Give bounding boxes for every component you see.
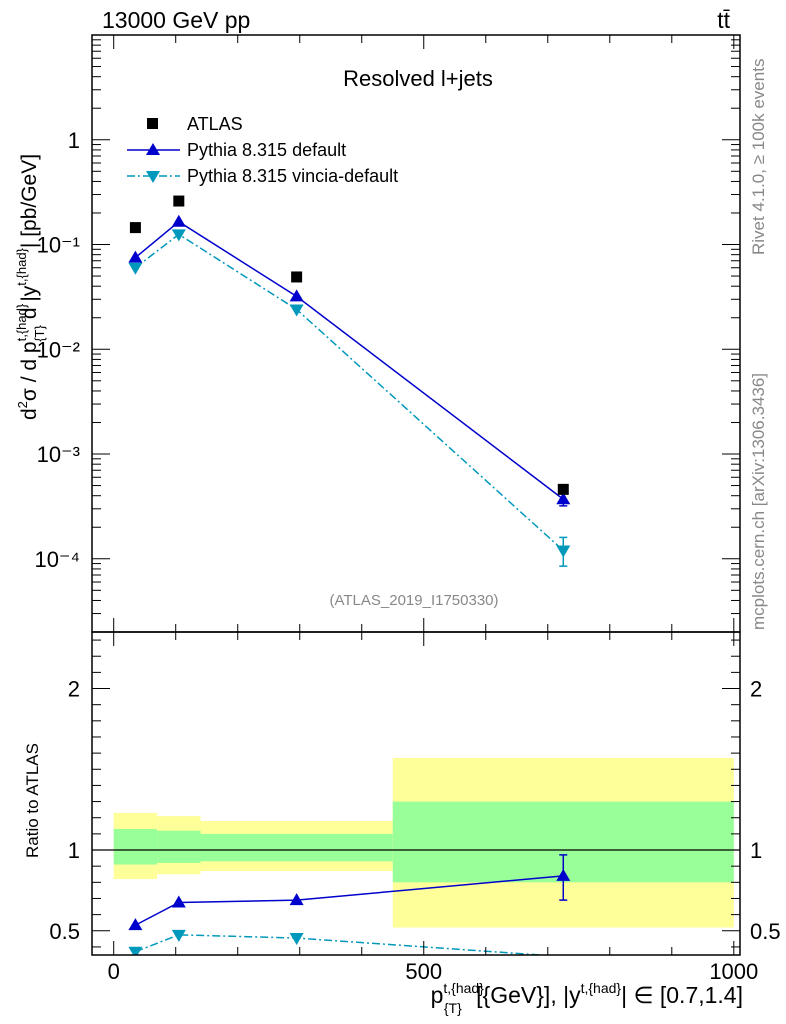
ratio-ytick-label-right-1: 1 [750, 838, 762, 863]
main-ytick-label-4: 1 [68, 128, 80, 153]
ratio-ytick-label-left-1: 1 [68, 838, 80, 863]
main-point-pythia-vincia-0 [128, 262, 143, 275]
mcplots-label: mcplots.cern.ch [arXiv:1306.3436] [749, 373, 768, 630]
main-point-pythia-vincia-3 [556, 545, 571, 558]
ratio-point-pythia-vincia-2 [289, 933, 304, 946]
main-point-pythia-default-2 [289, 289, 304, 302]
main-ytick-label-2: 10⁻² [37, 337, 80, 362]
main-point-pythia-vincia-1 [171, 229, 186, 242]
ratio-xlabel: pt,{had} {T} [{GeV}], |yt,{had}| ∈ [0.7,1… [431, 980, 743, 1016]
x-tick-label-500: 500 [405, 959, 442, 984]
main-ytick-label-3: 10⁻¹ [37, 233, 80, 258]
ratio-ticks: 0 500 1000 0.5 0.5 1 1 2 2 [49, 632, 781, 984]
legend: ATLAS Pythia 8.315 default Pythia 8.315 … [127, 114, 398, 186]
band-inner-0 [113, 829, 158, 865]
main-point-pythia-default-3 [556, 492, 571, 505]
ratio-frame [91, 631, 741, 956]
main-ytick-label-0: 10⁻⁴ [34, 547, 80, 572]
x-tick-label-1000: 1000 [709, 959, 758, 984]
main-plot-area [128, 195, 571, 567]
main-ticks: 10⁻⁴ 10⁻³ 10⁻² 10⁻¹ 1 [34, 34, 740, 633]
ratio-point-pythia-vincia-1 [171, 929, 186, 942]
x-tick-label-0: 0 [108, 959, 120, 984]
ratio-ytick-label-left-2: 2 [68, 677, 80, 702]
main-line-pythia-default [134, 220, 564, 500]
process-label: tt̄ [717, 7, 730, 33]
ratio-ytick-label-right-2: 2 [750, 677, 762, 702]
analysis-label: (ATLAS_2019_I1750330) [329, 592, 498, 609]
ratio-line-pythia-default [135, 875, 564, 926]
ratio-line-pythia-vincia [135, 934, 551, 955]
ratio-plot-area [92, 757, 740, 955]
ratio-point-pythia-default-3 [556, 868, 571, 881]
legend-marker-pythia-vincia [146, 171, 160, 183]
main-point-atlas-1 [173, 195, 185, 207]
ratio-point-pythia-default-2 [289, 893, 304, 906]
main-point-atlas-2 [291, 271, 303, 283]
main-title: Resolved l+jets [343, 66, 493, 91]
rivet-label: Rivet 4.1.0, ≥ 100k events [749, 59, 768, 255]
legend-marker-pythia-default [146, 143, 160, 155]
band-inner-2 [200, 833, 393, 862]
main-point-atlas-0 [129, 222, 141, 234]
main-line-pythia-vincia [134, 233, 564, 552]
legend-label-atlas: ATLAS [187, 114, 243, 134]
main-point-atlas-3 [557, 483, 569, 495]
legend-marker-atlas [147, 118, 158, 129]
band-inner-1 [157, 830, 201, 863]
legend-label-pythia-default: Pythia 8.315 default [187, 140, 346, 160]
energy-label: 13000 GeV pp [102, 7, 250, 33]
ratio-series-group [128, 854, 571, 955]
ratio-point-pythia-default-0 [128, 918, 143, 931]
main-ytick-label-1: 10⁻³ [37, 442, 80, 467]
main-ylabel: d2σ / d pt,{had} {T}d |yt,{had}| [pb/GeV] [14, 154, 47, 420]
ratio-ytick-label-right-0: 0.5 [750, 919, 781, 944]
main-point-pythia-default-0 [128, 250, 143, 263]
main-point-pythia-default-1 [171, 214, 186, 227]
ratio-panel: 0 500 1000 0.5 0.5 1 1 2 2 Ratio to ATLAS pt,{ha… [23, 631, 781, 1016]
ratio-ytick-label-left-0: 0.5 [49, 919, 80, 944]
ratio-point-pythia-vincia-0 [128, 946, 143, 955]
ratio-ylabel: Ratio to ATLAS [23, 743, 42, 858]
main-panel: 10⁻⁴ 10⁻³ 10⁻² 10⁻¹ 1 Resolved l+jets (ATLAS… [14, 34, 741, 633]
legend-label-pythia-vincia: Pythia 8.315 vincia-default [187, 166, 398, 186]
ratio-point-pythia-default-1 [171, 895, 186, 908]
main-point-pythia-vincia-2 [289, 304, 304, 317]
